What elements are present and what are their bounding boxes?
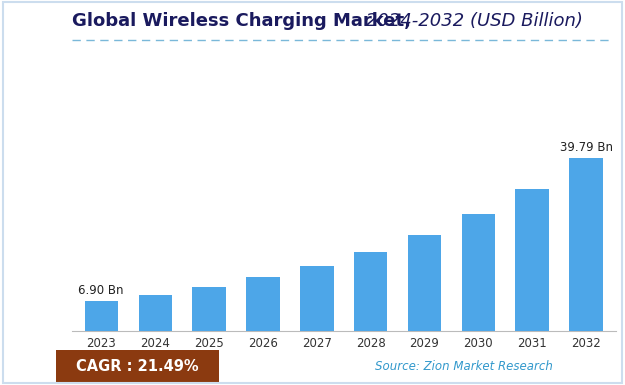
Bar [516, 189, 549, 331]
Text: Global Wireless Charging Market,: Global Wireless Charging Market, [72, 12, 411, 30]
Text: 2024-2032 (USD Billion): 2024-2032 (USD Billion) [360, 12, 583, 30]
Bar [139, 295, 172, 331]
Bar [354, 252, 388, 331]
Bar [192, 287, 226, 331]
Text: 6.90 Bn: 6.90 Bn [78, 284, 123, 297]
Text: 39.79 Bn: 39.79 Bn [559, 141, 612, 154]
Bar [300, 266, 334, 331]
Bar [569, 158, 602, 331]
Bar [246, 277, 279, 331]
Bar [408, 234, 441, 331]
Text: CAGR : 21.49%: CAGR : 21.49% [76, 359, 199, 374]
Bar [85, 301, 118, 331]
Bar [462, 214, 495, 331]
Text: Source: Zion Market Research: Source: Zion Market Research [375, 360, 553, 373]
